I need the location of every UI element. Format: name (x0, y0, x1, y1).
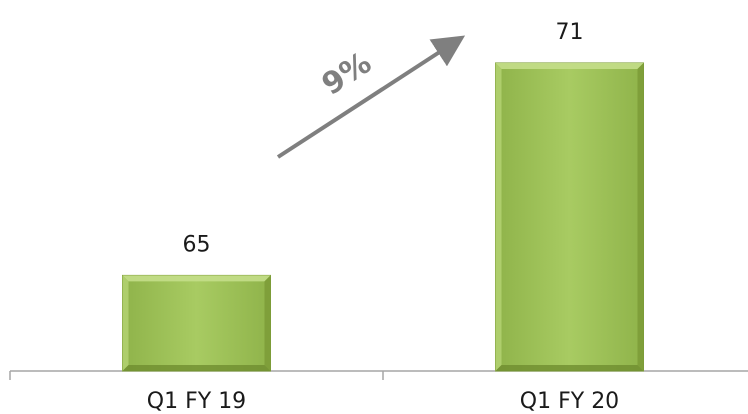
bar-series (122, 62, 644, 372)
x-axis-tick-labels: Q1 FY 19 Q1 FY 20 (147, 389, 619, 414)
bar-bevel-left (122, 275, 129, 371)
growth-annotation: 9% (316, 45, 378, 102)
x-tick-label-2: Q1 FY 20 (520, 389, 619, 414)
bar-1 (122, 274, 271, 372)
bar-bevel-bottom (495, 365, 644, 371)
x-tick-label-1: Q1 FY 19 (147, 389, 246, 414)
bar-bevel-right (264, 275, 271, 371)
bar-2 (495, 62, 644, 372)
bar-bevel-top (122, 275, 271, 282)
bar-bevel-top (495, 62, 644, 69)
bar-rect (495, 62, 644, 372)
bar-bevel-left (495, 62, 502, 372)
growth-arrow (276, 35, 466, 159)
data-label-2: 71 (556, 20, 584, 45)
bar-bevel-right (637, 62, 644, 372)
data-labels: 65 71 (183, 20, 584, 257)
bar-bevel-bottom (122, 365, 271, 371)
bar-rect (122, 274, 271, 372)
data-label-1: 65 (183, 232, 211, 257)
